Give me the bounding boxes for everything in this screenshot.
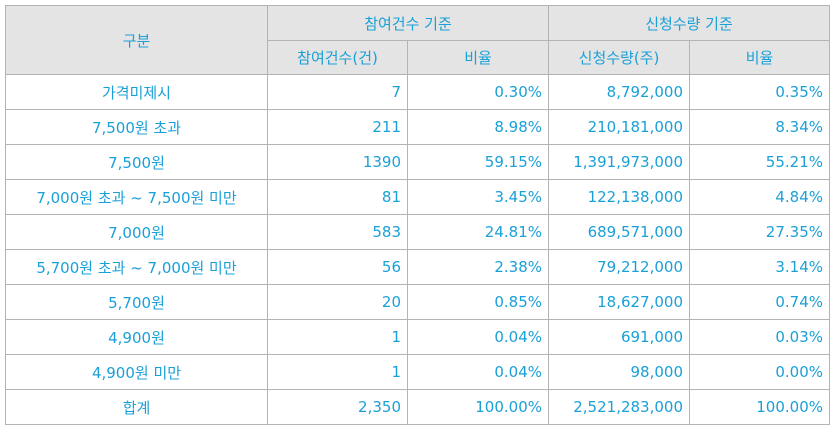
application-qty-cell: 79,212,000: [548, 249, 690, 285]
participation-ratio-cell: 0.04%: [407, 319, 549, 355]
table-row: 4,900원 미만 1 0.04% 98,000 0.00%: [5, 354, 830, 390]
participation-ratio-cell: 24.81%: [407, 214, 549, 250]
participation-count-cell: 583: [267, 214, 408, 250]
table-row: 5,700원 20 0.85% 18,627,000 0.74%: [5, 284, 830, 320]
participation-ratio-cell: 59.15%: [407, 144, 549, 180]
header-application-ratio: 비율: [689, 40, 830, 75]
header-participation-group: 참여건수 기준: [267, 5, 549, 41]
table-container: 구분 참여건수 기준 신청수량 기준 참여건수(건) 비율 신청수량(주) 비율…: [5, 5, 830, 425]
row-label: 4,900원 미만: [5, 354, 268, 390]
table-row: 4,900원 1 0.04% 691,000 0.03%: [5, 319, 830, 355]
header-participation-count: 참여건수(건): [267, 40, 408, 75]
application-qty-cell: 8,792,000: [548, 74, 690, 110]
header-row-sub: 참여건수(건) 비율 신청수량(주) 비율: [6, 40, 830, 75]
header-row-group: 구분 참여건수 기준 신청수량 기준: [5, 5, 830, 75]
total-application-qty: 2,521,283,000: [548, 389, 690, 425]
row-label: 7,000원 초과 ~ 7,500원 미만: [5, 179, 268, 215]
header-category: 구분: [5, 5, 268, 75]
application-qty-cell: 210,181,000: [548, 109, 690, 145]
application-ratio-cell: 8.34%: [689, 109, 830, 145]
table-row: 가격미제시 7 0.30% 8,792,000 0.35%: [5, 74, 830, 110]
application-qty-cell: 18,627,000: [548, 284, 690, 320]
application-ratio-cell: 27.35%: [689, 214, 830, 250]
application-ratio-cell: 3.14%: [689, 249, 830, 285]
participation-count-cell: 56: [267, 249, 408, 285]
participation-count-cell: 1390: [267, 144, 408, 180]
participation-count-cell: 1: [267, 354, 408, 390]
application-ratio-cell: 0.03%: [689, 319, 830, 355]
header-application-qty: 신청수량(주): [548, 40, 690, 75]
participation-count-cell: 81: [267, 179, 408, 215]
header-application-group: 신청수량 기준: [548, 5, 830, 41]
participation-count-cell: 7: [267, 74, 408, 110]
table-row: 7,500원 1390 59.15% 1,391,973,000 55.21%: [5, 144, 830, 180]
participation-ratio-cell: 2.38%: [407, 249, 549, 285]
row-label: 7,500원: [5, 144, 268, 180]
total-row: 합계 2,350 100.00% 2,521,283,000 100.00%: [5, 389, 830, 425]
table-row: 7,000원 583 24.81% 689,571,000 27.35%: [5, 214, 830, 250]
application-qty-cell: 689,571,000: [548, 214, 690, 250]
application-ratio-cell: 0.00%: [689, 354, 830, 390]
row-label: 7,500원 초과: [5, 109, 268, 145]
row-label: 4,900원: [5, 319, 268, 355]
table-row: 7,500원 초과 211 8.98% 210,181,000 8.34%: [5, 109, 830, 145]
participation-ratio-cell: 8.98%: [407, 109, 549, 145]
participation-count-cell: 211: [267, 109, 408, 145]
application-ratio-cell: 55.21%: [689, 144, 830, 180]
participation-ratio-cell: 0.30%: [407, 74, 549, 110]
participation-ratio-cell: 0.04%: [407, 354, 549, 390]
participation-ratio-cell: 0.85%: [407, 284, 549, 320]
total-label: 합계: [5, 389, 268, 425]
row-label: 가격미제시: [5, 74, 268, 110]
application-qty-cell: 691,000: [548, 319, 690, 355]
total-application-ratio: 100.00%: [689, 389, 830, 425]
application-qty-cell: 98,000: [548, 354, 690, 390]
row-label: 7,000원: [5, 214, 268, 250]
application-ratio-cell: 0.74%: [689, 284, 830, 320]
table-row: 7,000원 초과 ~ 7,500원 미만 81 3.45% 122,138,0…: [5, 179, 830, 215]
participation-count-cell: 1: [267, 319, 408, 355]
total-participation-ratio: 100.00%: [407, 389, 549, 425]
participation-count-cell: 20: [267, 284, 408, 320]
application-ratio-cell: 0.35%: [689, 74, 830, 110]
subscription-table: 구분 참여건수 기준 신청수량 기준 참여건수(건) 비율 신청수량(주) 비율…: [5, 5, 830, 425]
application-qty-cell: 122,138,000: [548, 179, 690, 215]
participation-ratio-cell: 3.45%: [407, 179, 549, 215]
row-label: 5,700원: [5, 284, 268, 320]
header-participation-ratio: 비율: [407, 40, 549, 75]
application-ratio-cell: 4.84%: [689, 179, 830, 215]
total-participation-count: 2,350: [267, 389, 408, 425]
row-label: 5,700원 초과 ~ 7,000원 미만: [5, 249, 268, 285]
application-qty-cell: 1,391,973,000: [548, 144, 690, 180]
table-row: 5,700원 초과 ~ 7,000원 미만 56 2.38% 79,212,00…: [5, 249, 830, 285]
